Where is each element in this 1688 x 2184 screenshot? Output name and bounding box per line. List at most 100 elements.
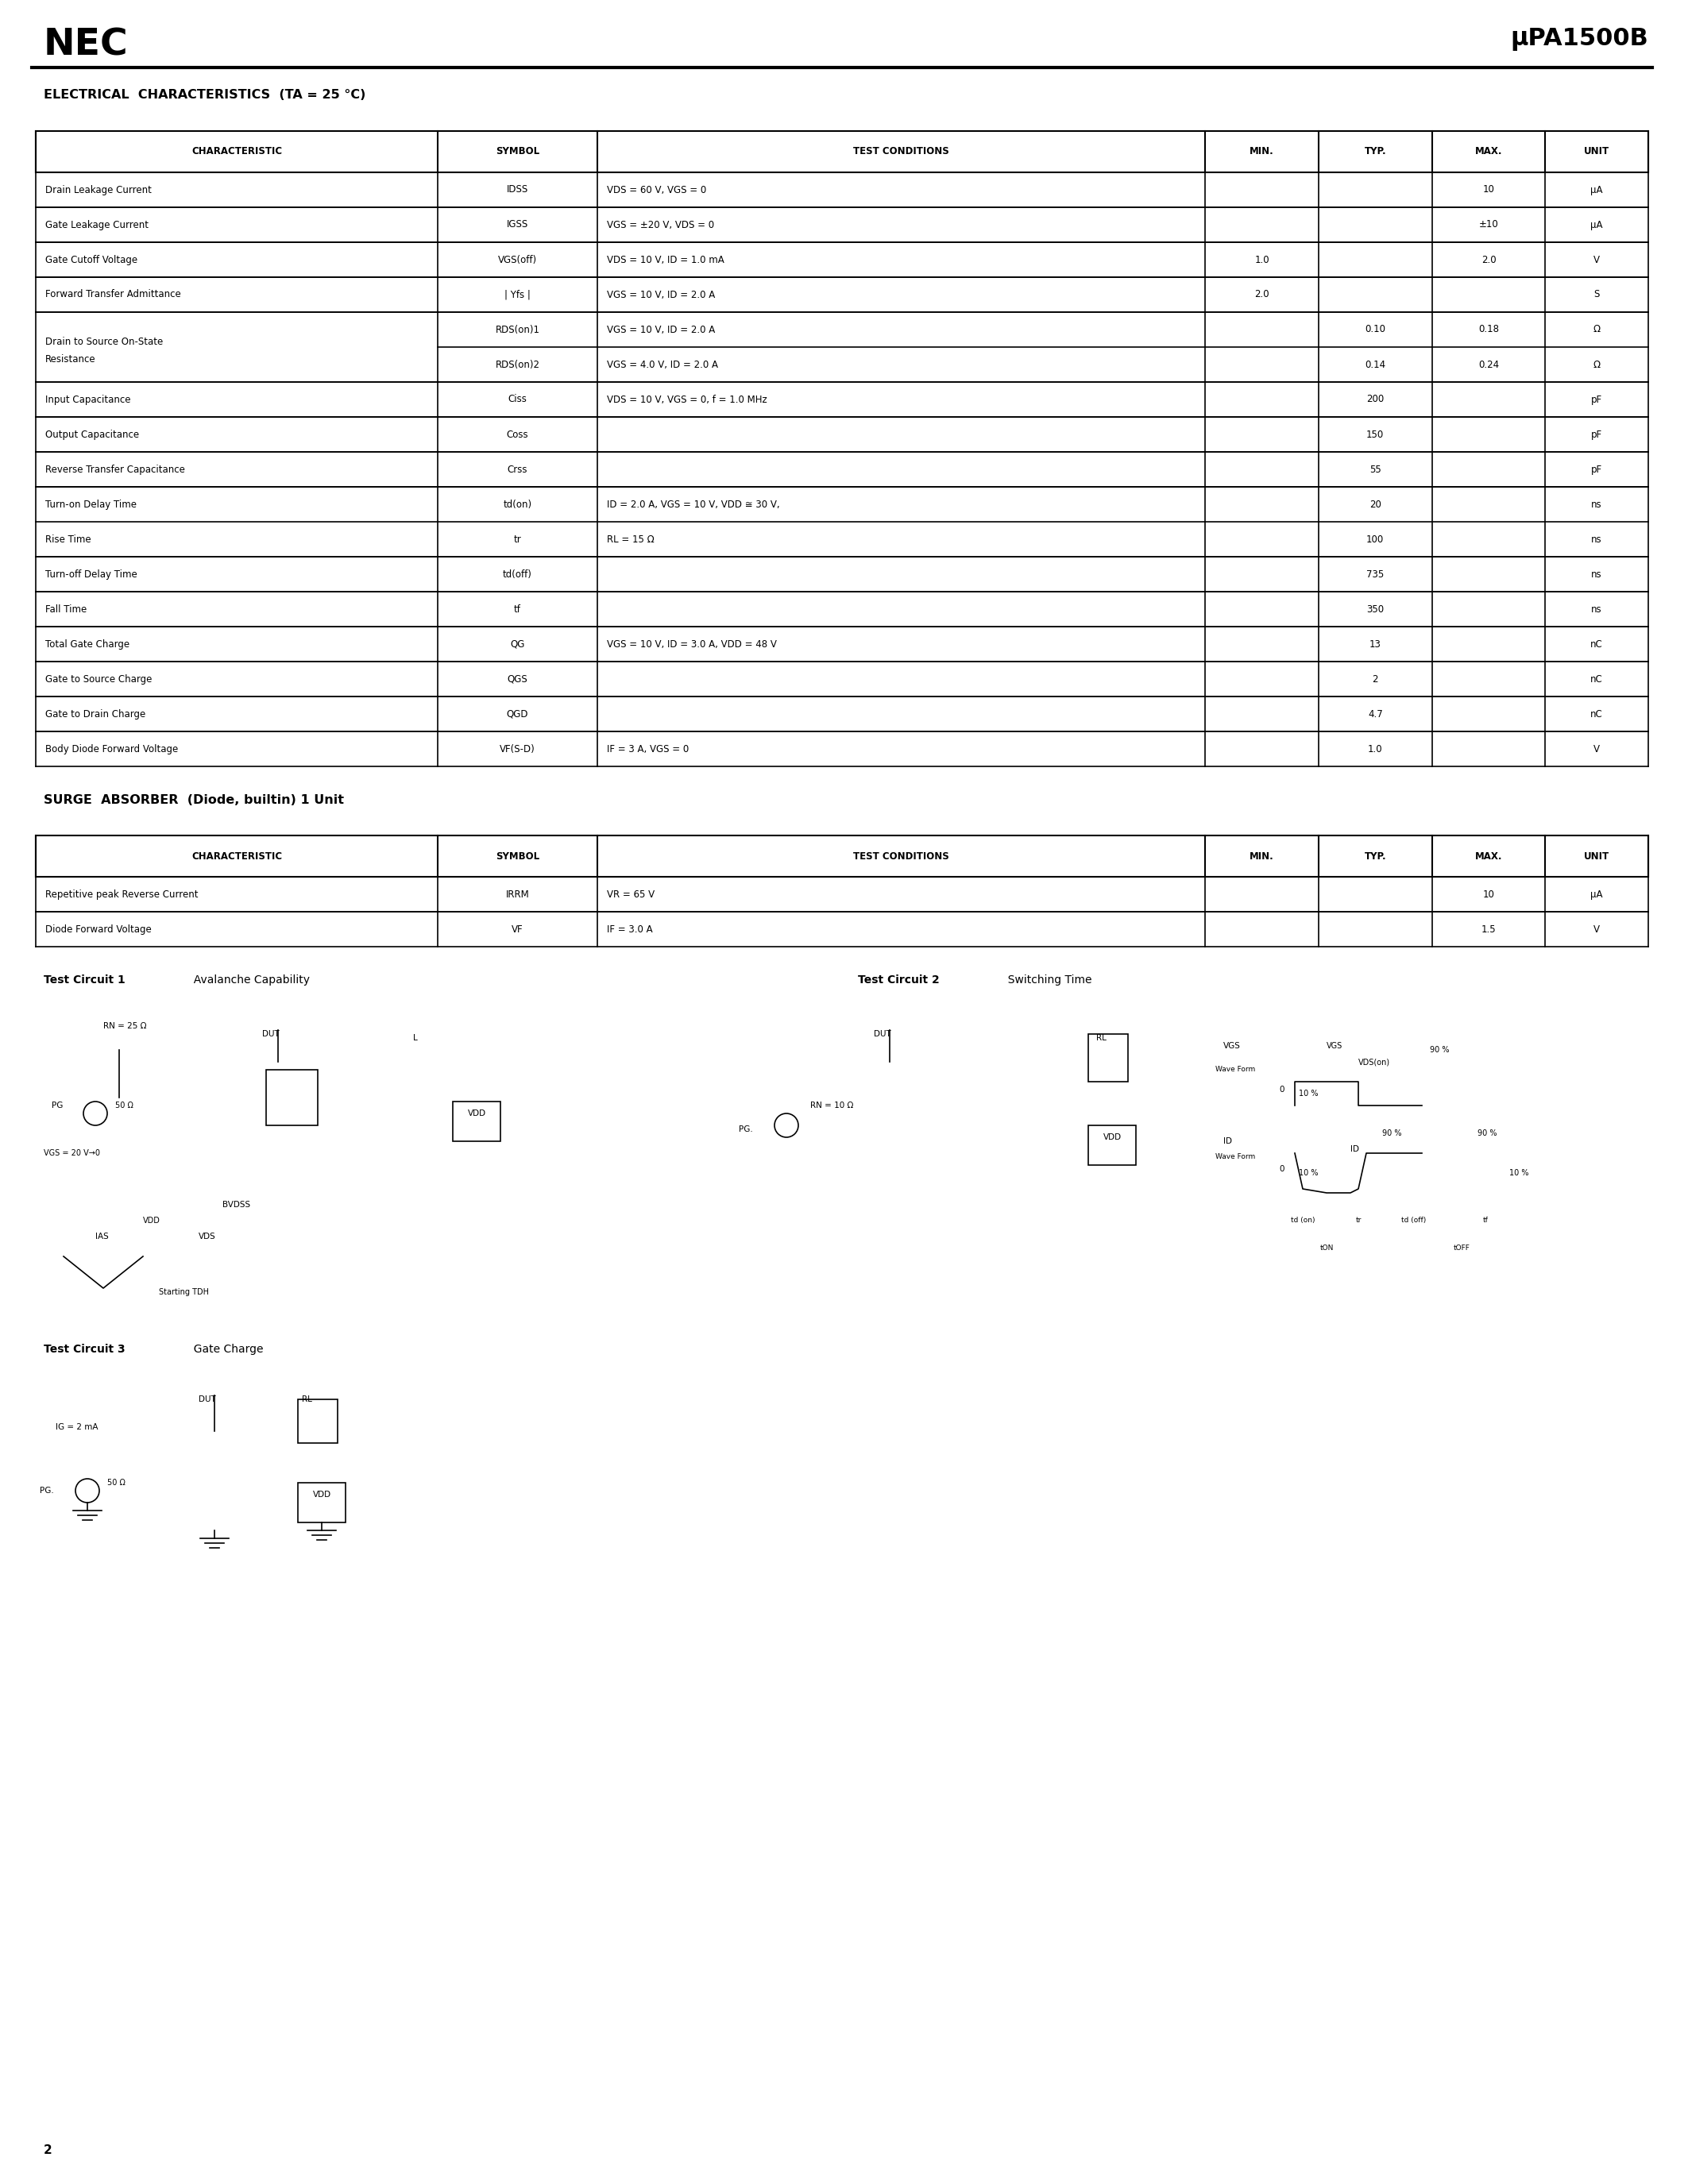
Text: VGS = 10 V, ID = 3.0 A, VDD = 48 V: VGS = 10 V, ID = 3.0 A, VDD = 48 V [606,640,776,649]
Text: 0.10: 0.10 [1366,325,1386,334]
Text: ns: ns [1592,605,1602,614]
Text: VGS: VGS [1327,1042,1342,1051]
Text: Fall Time: Fall Time [46,605,86,614]
Text: 1.0: 1.0 [1254,256,1269,264]
Text: ID: ID [1350,1144,1359,1153]
Text: tON: tON [1320,1245,1334,1251]
Text: TEST CONDITIONS: TEST CONDITIONS [854,146,949,157]
Text: S: S [1593,290,1600,299]
Text: μA: μA [1590,221,1604,229]
Text: RL: RL [1096,1033,1106,1042]
Text: Ciss: Ciss [508,395,527,404]
Text: Wave Form: Wave Form [1215,1153,1256,1160]
Text: TEST CONDITIONS: TEST CONDITIONS [854,852,949,860]
Text: UNIT: UNIT [1583,852,1610,860]
Text: DUT: DUT [199,1396,216,1404]
Text: PG.: PG. [41,1487,54,1494]
Text: Turn-off Delay Time: Turn-off Delay Time [46,570,137,579]
Text: PG.: PG. [739,1125,753,1133]
Text: Drain Leakage Current: Drain Leakage Current [46,186,152,194]
Text: 100: 100 [1366,535,1384,544]
Text: IG = 2 mA: IG = 2 mA [56,1424,98,1431]
Text: VF: VF [511,924,523,935]
Text: 10 %: 10 % [1298,1168,1318,1177]
Text: Diode Forward Voltage: Diode Forward Voltage [46,924,152,935]
Text: MIN.: MIN. [1249,852,1274,860]
Text: Ω: Ω [1593,325,1600,334]
Text: Gate Charge: Gate Charge [187,1343,263,1354]
Text: Gate Leakage Current: Gate Leakage Current [46,221,149,229]
Text: VDD: VDD [143,1216,160,1225]
Text: 90 %: 90 % [1430,1046,1450,1055]
Text: Input Capacitance: Input Capacitance [46,395,130,404]
Text: 150: 150 [1366,430,1384,439]
Text: QGS: QGS [506,675,528,684]
Text: Total Gate Charge: Total Gate Charge [46,640,130,649]
Text: MAX.: MAX. [1475,852,1502,860]
Text: VDS: VDS [199,1232,216,1241]
Text: VGS = 20 V→0: VGS = 20 V→0 [44,1149,100,1158]
Text: 0.18: 0.18 [1479,325,1499,334]
Text: 55: 55 [1369,465,1381,474]
Text: μA: μA [1590,186,1604,194]
Text: RN = 25 Ω: RN = 25 Ω [103,1022,147,1031]
Text: 200: 200 [1366,395,1384,404]
Text: 50 Ω: 50 Ω [108,1479,125,1487]
Text: td(on): td(on) [503,500,532,509]
Text: IF = 3 A, VGS = 0: IF = 3 A, VGS = 0 [606,745,689,753]
Text: 1.5: 1.5 [1480,924,1496,935]
Text: DUT: DUT [874,1031,891,1037]
Text: | Yfs |: | Yfs | [505,290,530,299]
Text: BVDSS: BVDSS [223,1201,250,1208]
Text: μPA1500B: μPA1500B [1511,28,1647,50]
Text: Repetitive peak Reverse Current: Repetitive peak Reverse Current [46,889,197,900]
Text: RL = 15 Ω: RL = 15 Ω [606,535,655,544]
Text: QGD: QGD [506,710,528,719]
Text: 90 %: 90 % [1382,1129,1401,1138]
Text: 0.14: 0.14 [1366,360,1386,369]
Text: MIN.: MIN. [1249,146,1274,157]
Text: VGS = 10 V, ID = 2.0 A: VGS = 10 V, ID = 2.0 A [606,290,716,299]
Text: Output Capacitance: Output Capacitance [46,430,138,439]
Text: VDS = 10 V, VGS = 0, f = 1.0 MHz: VDS = 10 V, VGS = 0, f = 1.0 MHz [606,395,766,404]
Text: DUT: DUT [262,1031,280,1037]
Text: VDD: VDD [1102,1133,1121,1142]
Text: 0.24: 0.24 [1479,360,1499,369]
Text: Resistance: Resistance [46,354,96,365]
Text: Gate to Drain Charge: Gate to Drain Charge [46,710,145,719]
Text: RDS(on)1: RDS(on)1 [495,325,540,334]
Bar [267,1070,317,1125]
Text: SYMBOL: SYMBOL [496,852,540,860]
Text: V: V [1593,745,1600,753]
Text: VGS = 4.0 V, ID = 2.0 A: VGS = 4.0 V, ID = 2.0 A [606,360,717,369]
Text: IAS: IAS [95,1232,108,1241]
Text: 350: 350 [1367,605,1384,614]
Text: Test Circuit 1: Test Circuit 1 [44,974,125,985]
Text: Gate Cutoff Voltage: Gate Cutoff Voltage [46,256,137,264]
Text: nC: nC [1590,640,1604,649]
Text: VDS = 60 V, VGS = 0: VDS = 60 V, VGS = 0 [606,186,706,194]
Text: PG: PG [52,1101,62,1109]
Text: 2: 2 [44,2145,52,2156]
Text: V: V [1593,256,1600,264]
Text: 735: 735 [1366,570,1384,579]
Text: IDSS: IDSS [506,186,528,194]
Text: Wave Form: Wave Form [1215,1066,1256,1072]
Text: L: L [414,1033,417,1042]
Bar [297,1400,338,1444]
Text: 4.7: 4.7 [1367,710,1382,719]
Bar [35,836,1647,876]
Text: CHARACTERISTIC: CHARACTERISTIC [191,146,282,157]
Bar [297,1483,346,1522]
Text: VDD: VDD [312,1492,331,1498]
Text: ns: ns [1592,570,1602,579]
Text: tf: tf [1482,1216,1489,1223]
Text: 2.0: 2.0 [1480,256,1496,264]
Text: 2: 2 [1372,675,1377,684]
Text: 10 %: 10 % [1509,1168,1529,1177]
Text: tr: tr [1355,1216,1361,1223]
Text: SURGE  ABSORBER  (Diode, builtin) 1 Unit: SURGE ABSORBER (Diode, builtin) 1 Unit [44,795,344,806]
Text: RDS(on)2: RDS(on)2 [495,360,540,369]
Text: Turn-on Delay Time: Turn-on Delay Time [46,500,137,509]
Text: RN = 10 Ω: RN = 10 Ω [810,1101,854,1109]
